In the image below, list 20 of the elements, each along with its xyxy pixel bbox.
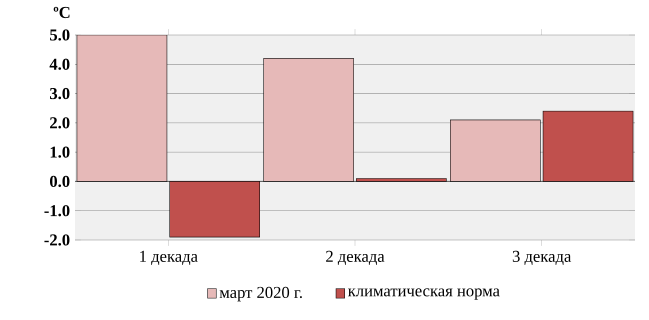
y-tick-label: 0.0: [50, 176, 70, 188]
y-tick-label: 2.0: [50, 117, 70, 128]
y-tick-label: 1.0: [50, 146, 70, 158]
x-tick-label: 2 декада: [326, 250, 384, 265]
bar: [542, 110, 634, 182]
y-tick-label: 4.0: [50, 58, 70, 70]
bar: [76, 35, 168, 182]
y-tick-label: 5.0: [50, 29, 70, 41]
bar: [169, 181, 260, 238]
bar: [450, 120, 541, 182]
y-axis-title: ºC: [54, 6, 70, 18]
bar: [263, 58, 354, 182]
y-tick-label: -1.0: [44, 205, 70, 216]
bar: [356, 178, 447, 182]
y-tick-label: -2.0: [44, 234, 70, 246]
legend-label: климатическая норма: [348, 288, 500, 300]
legend-label: март 2020 г.: [220, 286, 302, 302]
y-tick-label: 3.0: [50, 88, 70, 100]
x-tick-label: 1 декада: [140, 250, 198, 265]
x-tick-label: 3 декада: [512, 250, 572, 265]
